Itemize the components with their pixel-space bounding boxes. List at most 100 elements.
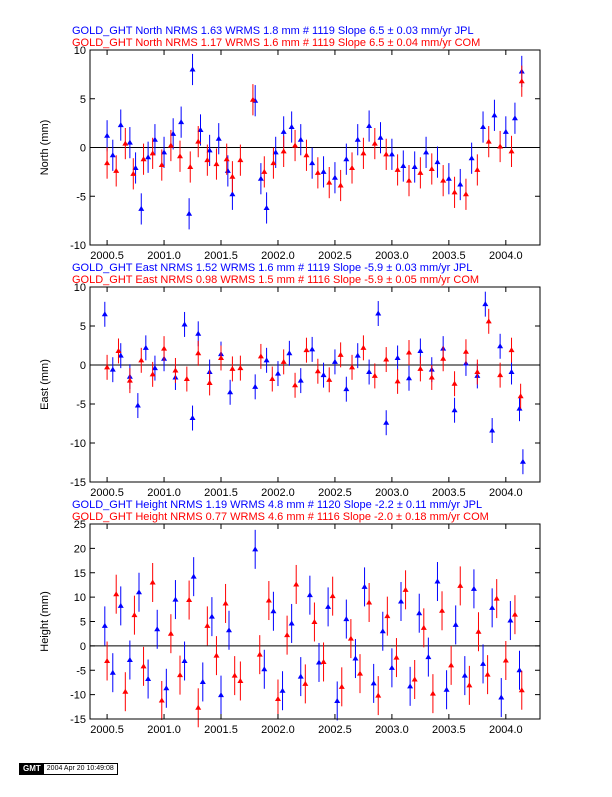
height-point-jpl (279, 687, 286, 693)
height-point-com (167, 630, 174, 636)
height-ytick-label: 5 (80, 617, 86, 629)
east-point-jpl (489, 427, 496, 433)
height-point-com (104, 657, 111, 663)
east-point-com (394, 378, 401, 384)
height-panel: GOLD_GHT Height NRMS 1.19 WRMS 4.8 mm # … (39, 499, 541, 736)
gmt-timestamp: GMT 2004 Apr 20 10:49:08 (19, 763, 118, 775)
east-ylabel: East (mm) (39, 359, 51, 410)
east-point-com (428, 374, 435, 380)
east-point-com (474, 369, 481, 375)
east-point-jpl (354, 352, 361, 358)
north-point-jpl (297, 136, 304, 142)
east-point-jpl (383, 419, 390, 425)
north-point-com (440, 177, 447, 183)
height-point-jpl (334, 697, 341, 703)
north-point-com (485, 138, 492, 144)
east-point-jpl (195, 330, 202, 336)
east-point-jpl (252, 383, 259, 389)
height-point-jpl (315, 659, 322, 665)
height-point-com (265, 597, 272, 603)
height-ytick-label: -15 (70, 714, 86, 726)
north-panel: GOLD_GHT North NRMS 1.63 WRMS 1.8 mm # 1… (39, 25, 541, 262)
height-point-jpl (507, 617, 514, 623)
north-point-jpl (104, 132, 111, 138)
north-point-com (237, 157, 244, 163)
height-point-jpl (407, 683, 414, 689)
north-point-com (261, 168, 268, 174)
north-point-jpl (263, 204, 270, 210)
east-point-jpl (497, 343, 504, 349)
north-point-jpl (145, 154, 152, 160)
east-point-jpl (331, 358, 338, 364)
height-point-com (320, 658, 327, 664)
height-ytick-label: 0 (80, 641, 86, 653)
north-point-com (104, 160, 111, 166)
north-point-com (149, 150, 156, 156)
east-point-jpl (109, 366, 116, 372)
north-xtick-label: 2004.0 (489, 250, 523, 262)
height-point-jpl (489, 604, 496, 610)
height-point-jpl (434, 578, 441, 584)
north-point-jpl (457, 181, 464, 187)
height-point-jpl (199, 678, 206, 684)
east-point-com (371, 372, 378, 378)
north-point-jpl (138, 205, 145, 211)
height-point-com (457, 582, 464, 588)
east-point-com (229, 365, 236, 371)
north-point-com (158, 162, 165, 168)
north-point-com (177, 153, 183, 159)
east-point-com (508, 347, 515, 353)
height-point-jpl (343, 616, 350, 622)
north-ytick-label: 10 (74, 45, 86, 57)
north-point-jpl (480, 124, 487, 130)
east-point-com (303, 347, 310, 353)
height-point-com (384, 613, 391, 619)
height-point-jpl (443, 686, 450, 692)
north-point-jpl (354, 136, 361, 142)
height-point-com (484, 671, 491, 677)
north-ytick-label: -5 (76, 191, 86, 203)
north-point-jpl (491, 112, 498, 118)
height-point-jpl (325, 603, 332, 609)
height-xtick-label: 2002.5 (318, 724, 352, 736)
height-point-jpl (252, 546, 259, 552)
north-point-jpl (126, 139, 133, 145)
east-point-com (383, 356, 390, 362)
east-ytick-label: 10 (74, 282, 86, 294)
north-point-com (213, 161, 220, 167)
east-point-jpl (297, 377, 304, 383)
height-xtick-label: 2003.5 (432, 724, 466, 736)
height-ytick-label: 20 (74, 543, 86, 555)
north-point-jpl (280, 128, 287, 134)
east-point-com (280, 358, 287, 364)
north-point-com (326, 179, 333, 185)
north-point-com (292, 142, 299, 148)
height-point-com (284, 632, 291, 638)
east-point-jpl (101, 311, 108, 317)
height-point-jpl (398, 598, 405, 604)
east-point-com (314, 368, 321, 374)
east-point-jpl (134, 402, 141, 408)
east-point-jpl (142, 344, 149, 350)
east-ytick-label: 0 (80, 360, 86, 372)
plot-timestamp: 2004 Apr 20 10:49:08 (43, 764, 117, 774)
north-point-jpl (468, 155, 475, 161)
east-point-jpl (519, 458, 526, 464)
height-ytick-label: -5 (76, 665, 86, 677)
north-title-com: GOLD_GHT North NRMS 1.17 WRMS 1.6 mm # 1… (72, 37, 480, 49)
height-point-com (393, 654, 400, 660)
north-point-jpl (224, 167, 231, 173)
north-point-jpl (206, 147, 213, 153)
east-point-com (126, 377, 133, 383)
height-point-jpl (425, 654, 432, 660)
north-ytick-label: 5 (80, 94, 86, 106)
east-point-jpl (366, 369, 373, 375)
north-title-jpl: GOLD_GHT North NRMS 1.63 WRMS 1.8 mm # 1… (72, 25, 474, 37)
east-xtick-label: 2004.0 (489, 487, 523, 499)
north-point-com (383, 151, 390, 157)
north-point-com (417, 169, 424, 175)
height-ytick-label: -10 (70, 690, 86, 702)
north-point-jpl (502, 128, 509, 134)
